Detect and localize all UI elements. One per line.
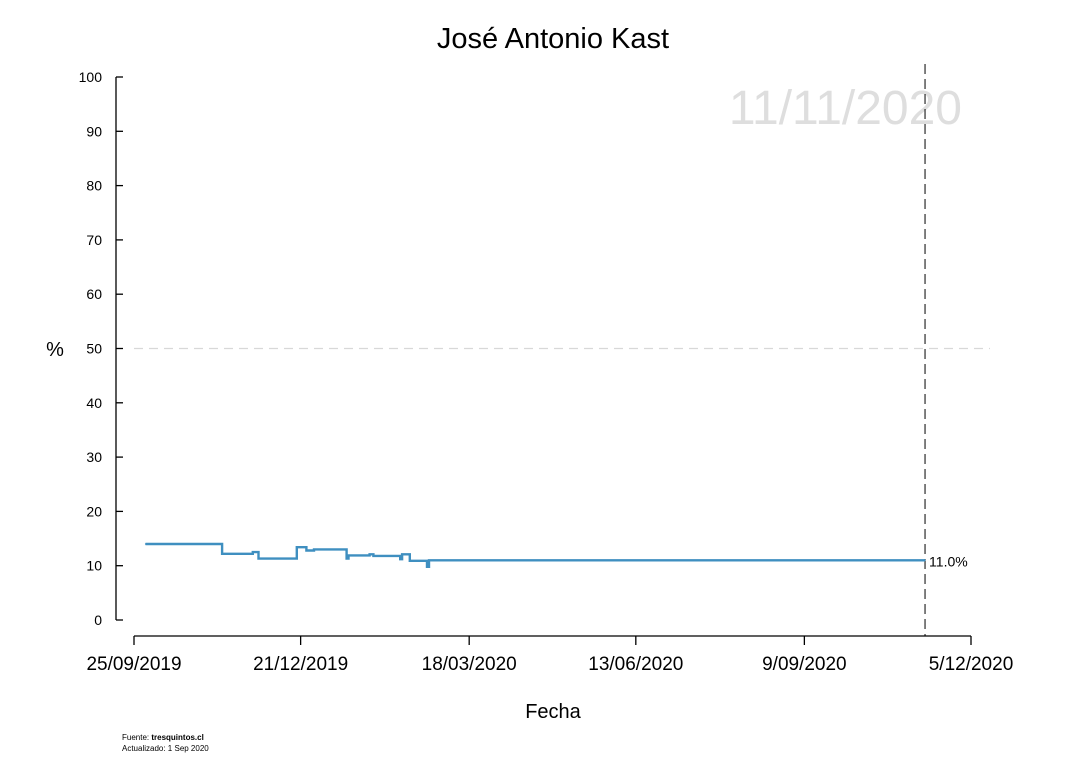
y-tick-label-30: 30 — [86, 449, 102, 465]
x-axis: 25/09/2019 21/12/2019 18/03/2020 13/06/2020… — [86, 635, 1014, 675]
data-point-13 — [346, 548, 348, 551]
data-point-14 — [346, 558, 348, 560]
data-point-24 — [401, 553, 403, 555]
x-axis-label: Fecha — [525, 701, 581, 723]
data-point-27 — [426, 560, 428, 562]
data-point-29 — [428, 566, 430, 568]
source-name: tresquintos.cl — [151, 733, 203, 742]
source-line: Fuente: tresquintos.cl — [122, 733, 204, 742]
data-point-23 — [401, 558, 403, 560]
chart-title: José Antonio Kast — [437, 23, 669, 55]
data-point-25 — [409, 553, 411, 555]
end-value-label: 11.0% — [929, 553, 968, 569]
data-point-6 — [257, 558, 260, 560]
data-point-15 — [347, 558, 350, 560]
y-tick-label-80: 80 — [86, 178, 102, 194]
data-point-22 — [399, 558, 401, 560]
updated-line: Actualizado: 1 Sep 2020 — [122, 744, 209, 753]
data-point-9 — [305, 546, 307, 548]
x-tick-label-1: 21/12/2019 — [253, 654, 348, 675]
data-point-21 — [399, 555, 401, 557]
x-tick-label-4: 9/09/2020 — [762, 654, 847, 675]
data-point-19 — [372, 553, 375, 555]
data-point-5 — [257, 551, 260, 553]
date-watermark: 11/11/2020 — [729, 82, 962, 135]
y-tick-label-100: 100 — [79, 69, 103, 85]
y-tick-label-90: 90 — [86, 123, 102, 139]
data-point-17 — [368, 554, 371, 556]
data-point-4 — [252, 551, 254, 553]
series-line-0 — [145, 542, 925, 568]
data-point-20 — [372, 555, 375, 557]
data-point-8 — [296, 546, 298, 548]
data-point-26 — [409, 560, 411, 562]
y-tick-label-10: 10 — [86, 558, 102, 574]
data-point-31 — [924, 559, 926, 561]
y-axis-label: % — [46, 339, 64, 361]
data-point-3 — [252, 553, 254, 555]
data-point-30 — [428, 559, 430, 561]
y-tick-label-50: 50 — [86, 341, 102, 357]
data-point-11 — [313, 549, 315, 552]
data-point-16 — [347, 554, 350, 556]
source-prefix: Fuente: — [122, 733, 151, 742]
x-tick-label-3: 13/06/2020 — [588, 654, 683, 675]
x-tick-label-5: 5/12/2020 — [929, 654, 1014, 675]
data-point-7 — [296, 558, 298, 560]
x-tick-label-0: 25/09/2019 — [86, 654, 181, 675]
y-tick-label-60: 60 — [86, 286, 102, 302]
data-point-10 — [305, 549, 307, 552]
data-point-12 — [313, 548, 315, 551]
y-tick-label-0: 0 — [94, 612, 102, 628]
x-tick-label-2: 18/03/2020 — [422, 654, 517, 675]
data-point-28 — [426, 566, 428, 568]
series-layer — [144, 542, 926, 568]
data-point-1 — [221, 543, 223, 545]
data-point-2 — [221, 553, 223, 555]
data-point-0 — [144, 543, 147, 545]
y-tick-label-40: 40 — [86, 395, 102, 411]
y-axis: 0 10 20 30 40 50 60 70 80 90 100 — [79, 69, 123, 628]
y-tick-label-20: 20 — [86, 503, 102, 519]
reference-lines — [134, 64, 990, 636]
data-point-18 — [368, 553, 371, 555]
y-tick-label-70: 70 — [86, 232, 102, 248]
